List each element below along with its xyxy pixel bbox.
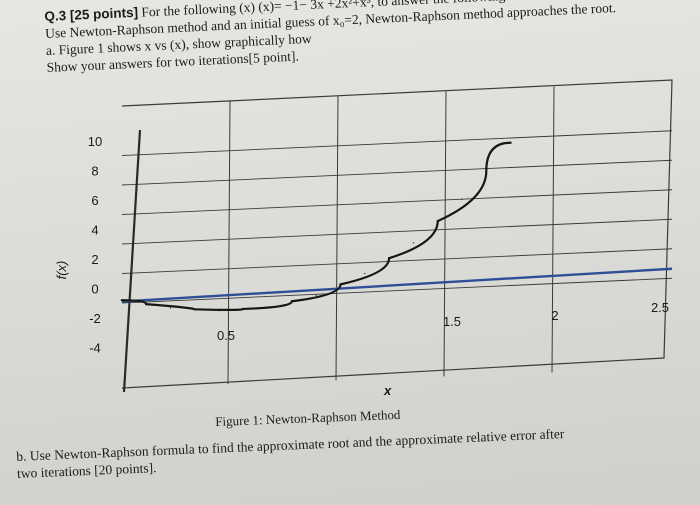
grid-hline xyxy=(121,159,673,186)
grid-vline xyxy=(227,101,231,385)
curve-point xyxy=(121,299,123,301)
grid-vline xyxy=(443,91,447,377)
grid-hline xyxy=(121,248,673,274)
x-tick-label: 2 xyxy=(551,308,558,323)
x-tick-label: 0.5 xyxy=(217,328,235,343)
grid-hline xyxy=(121,277,673,304)
grid-border xyxy=(121,79,673,389)
x-tick-label: 2.5 xyxy=(651,300,669,315)
curve-point xyxy=(267,306,269,308)
grid-hline xyxy=(121,189,673,215)
y-tick-label: 8 xyxy=(91,164,98,179)
curve-point xyxy=(364,272,366,275)
function-curve xyxy=(120,141,512,312)
curve-point xyxy=(169,307,171,309)
y-tick-label: 6 xyxy=(91,193,98,208)
y-axis xyxy=(122,129,142,393)
grid-hline xyxy=(121,130,673,156)
curve-point xyxy=(461,198,463,200)
curve-point xyxy=(510,142,512,144)
grid-vline xyxy=(335,96,339,381)
x-tick-label: 1.5 xyxy=(443,314,461,329)
y-tick-label: 4 xyxy=(91,223,98,238)
grid-vline xyxy=(551,86,555,373)
plot-area: 10 8 6 4 2 0 -2 -4 0.5 1.5 2 2.5 f(x) x xyxy=(54,79,673,398)
curve-point xyxy=(315,294,317,296)
y-tick-label: 0 xyxy=(91,282,98,297)
x-axis-title: x xyxy=(383,383,392,398)
y-tick-label: 10 xyxy=(88,134,102,149)
y-tick-label: -4 xyxy=(89,341,101,356)
x-axis-line xyxy=(121,267,673,303)
grid-hline xyxy=(121,218,673,245)
y-tick-label: 2 xyxy=(91,252,98,267)
y-axis-title: f(x) xyxy=(54,261,69,280)
y-tick-label: -2 xyxy=(89,311,101,326)
curve-point xyxy=(412,242,414,244)
curve-point xyxy=(218,310,220,312)
